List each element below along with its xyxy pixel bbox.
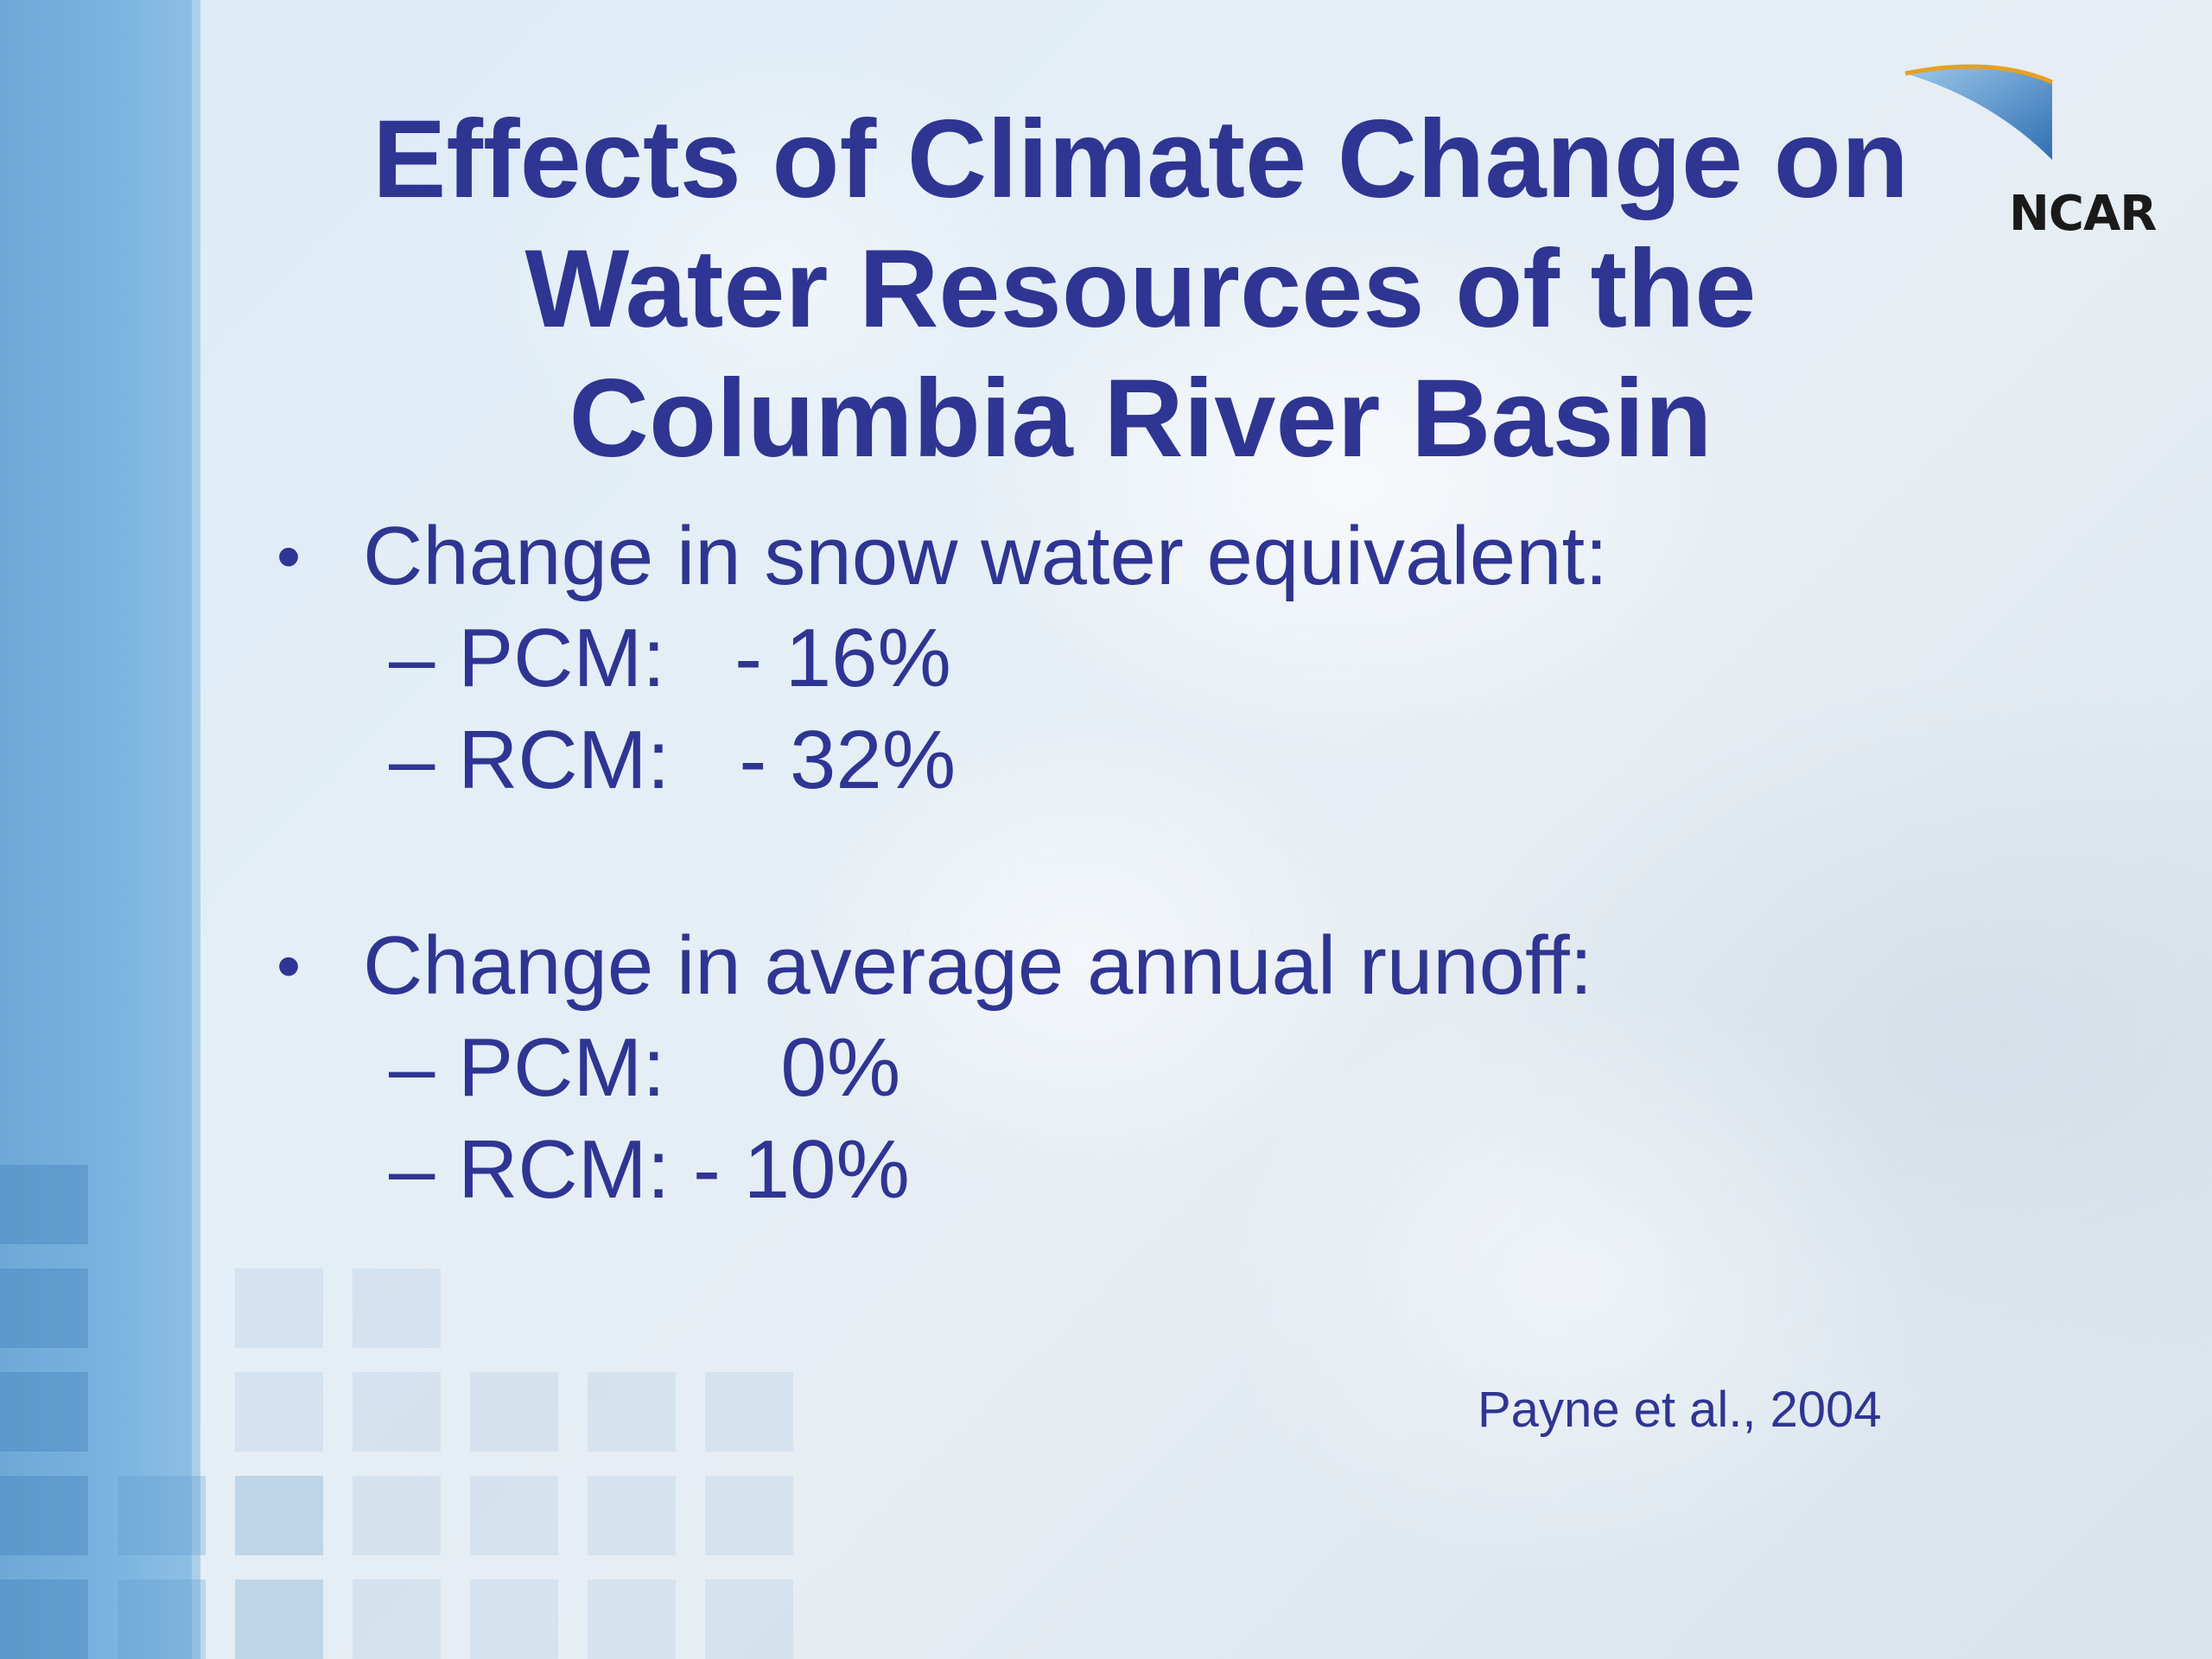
sub-item: – RCM: - 10% xyxy=(389,1123,910,1216)
decorative-squares xyxy=(0,1158,864,1659)
title-line: Effects of Climate Change on xyxy=(372,98,1909,221)
bullet-marker: • xyxy=(276,927,302,1004)
bullet-item: • Change in average annual runoff: xyxy=(276,915,1608,1017)
bullet-text: Change in average annual runoff: xyxy=(363,919,1593,1012)
bullet-text: Change in snow water equivalent: xyxy=(363,510,1608,602)
left-accent-bar xyxy=(0,0,200,1659)
slide-content: • Change in snow water equivalent: – PCM… xyxy=(276,505,1608,1221)
title-line: Columbia River Basin xyxy=(569,357,1713,480)
bullet-item: • Change in snow water equivalent: xyxy=(276,505,1608,607)
ncar-logo: NCAR xyxy=(1897,48,2157,246)
slide-title: Effects of Climate Change on Water Resou… xyxy=(285,95,1996,484)
bullet-marker: • xyxy=(276,518,302,594)
ncar-logo-icon xyxy=(1904,64,2053,160)
sub-item: – RCM: - 32% xyxy=(389,714,957,806)
sub-item: – PCM: 0% xyxy=(389,1021,901,1114)
sub-item: – PCM: - 16% xyxy=(389,612,951,704)
title-line: Water Resources of the xyxy=(524,227,1757,351)
citation: Payne et al., 2004 xyxy=(1478,1382,1882,1438)
logo-text: NCAR xyxy=(2009,186,2157,242)
